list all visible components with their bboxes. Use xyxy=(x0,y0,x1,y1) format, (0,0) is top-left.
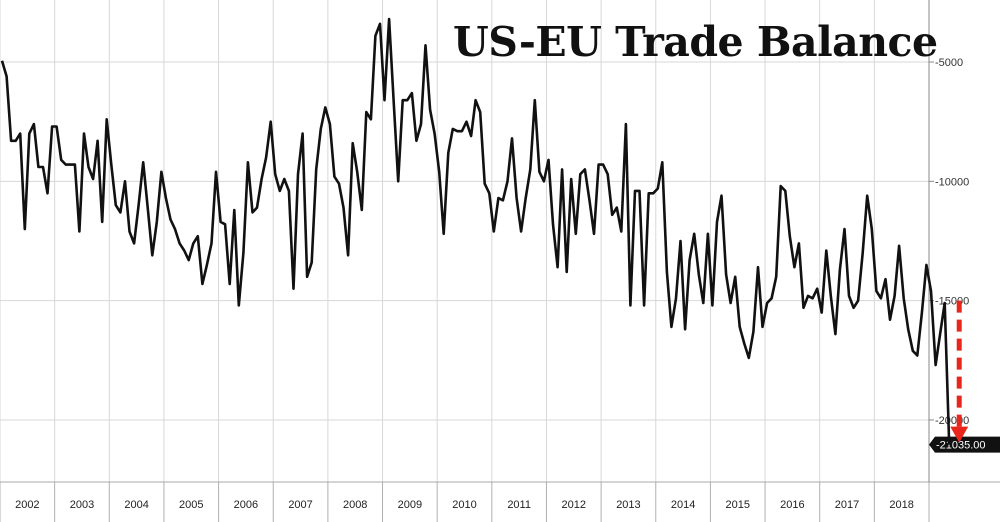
x-tick-label: 2003 xyxy=(70,499,94,511)
x-tick-label: 2011 xyxy=(507,499,531,511)
arrow-head xyxy=(950,426,969,443)
last-value-label: -21035.00 xyxy=(936,440,986,452)
last-value-badge xyxy=(929,436,1000,453)
x-tick-label: 2009 xyxy=(398,499,422,511)
annotation-layer xyxy=(950,300,969,443)
x-tick-label: 2018 xyxy=(889,499,913,511)
y-tick-label: -20000 xyxy=(935,415,969,427)
x-tick-label: 2010 xyxy=(452,499,476,511)
x-tick-label: 2007 xyxy=(288,499,312,511)
x-tick-label: 2013 xyxy=(616,499,640,511)
y-tick-label: -5000 xyxy=(935,57,963,69)
y-axis: -5000 -10000 -15000 -20000 -21035.00 xyxy=(928,0,1000,482)
x-tick-label: 2005 xyxy=(179,499,203,511)
series-line xyxy=(0,17,951,445)
y-tick-label: -15000 xyxy=(935,296,969,308)
x-tick-label: 2002 xyxy=(15,499,39,511)
y-tick-label: -10000 xyxy=(935,176,969,188)
x-tick-label: 2017 xyxy=(835,499,859,511)
series-layer xyxy=(0,17,951,445)
x-tick-label: 2006 xyxy=(234,499,258,511)
chart-title: US-EU Trade Balance xyxy=(453,18,938,66)
x-tick-label: 2015 xyxy=(725,499,749,511)
x-tick-label: 2004 xyxy=(124,499,148,511)
chart-grid xyxy=(0,0,929,482)
x-tick-label: 2012 xyxy=(562,499,586,511)
x-tick-label: 2014 xyxy=(671,499,695,511)
x-tick-label: 2008 xyxy=(343,499,367,511)
x-tick-label: 2016 xyxy=(780,499,804,511)
